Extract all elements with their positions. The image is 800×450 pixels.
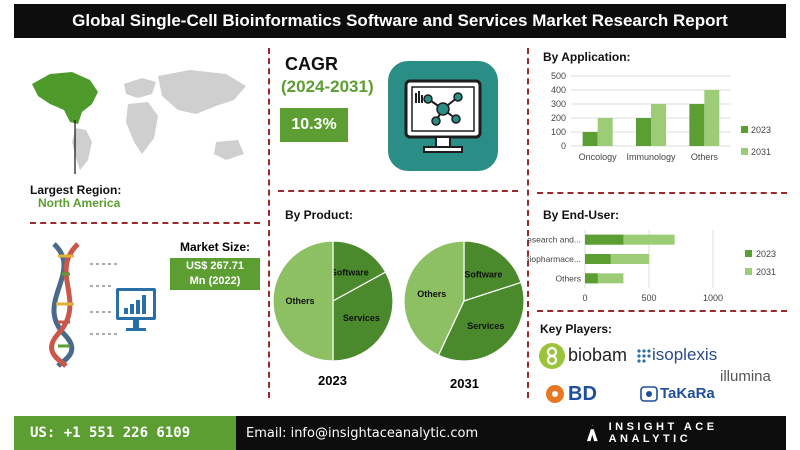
divider-enduser xyxy=(537,310,787,312)
world-map xyxy=(32,70,246,174)
pie-slice xyxy=(403,240,465,357)
app-ytick-label: 400 xyxy=(551,85,566,95)
biobam-logo-icon xyxy=(539,343,565,369)
enduser-bar xyxy=(585,234,624,245)
app-bar xyxy=(704,90,720,146)
enduser-legend-label: 2023 xyxy=(756,249,776,259)
enduser-bar xyxy=(585,273,598,284)
enduser-category-label: Biopharmace... xyxy=(527,254,581,264)
report-title: Global Single-Cell Bioinformatics Softwa… xyxy=(14,4,786,38)
player-takara: TaKaRa xyxy=(660,385,715,402)
player-biobam: biobam xyxy=(568,345,628,365)
divider-app xyxy=(537,192,787,194)
enduser-legend-swatch xyxy=(745,268,752,275)
app-bar xyxy=(636,118,651,146)
enduser-bar xyxy=(585,254,611,264)
app-ytick-label: 500 xyxy=(551,71,566,81)
app-category-label: Immunology xyxy=(626,152,676,162)
app-bar xyxy=(582,132,598,146)
player-illumina: illumina xyxy=(720,368,771,385)
dna-illustration xyxy=(49,242,156,368)
app-bar xyxy=(689,104,705,146)
footer-brand: INSIGHT ACE ANALYTIC xyxy=(586,416,786,450)
footer-bar: Email: info@insightaceanalytic.com INSIG… xyxy=(236,416,786,450)
divider-left xyxy=(268,48,270,398)
player-bd: BD xyxy=(568,383,597,405)
key-players-title: Key Players: xyxy=(540,322,613,336)
bd-logo-icon xyxy=(546,385,564,403)
cagr-years: (2024-2031) xyxy=(281,77,374,96)
product-chart-title: By Product: xyxy=(285,208,354,222)
enduser-xtick-label: 0 xyxy=(582,293,587,303)
pie-chart-2023: Software Services Others xyxy=(272,240,394,362)
pie-slice-label: Software xyxy=(464,269,502,279)
enduser-chart-title: By End-User: xyxy=(543,208,620,222)
market-size-value: US$ 267.71 xyxy=(185,260,245,272)
app-ytick-label: 200 xyxy=(551,113,566,123)
region-value: North America xyxy=(38,196,121,210)
application-chart-title: By Application: xyxy=(543,50,631,64)
pie-slice xyxy=(332,271,394,362)
enduser-bar-chart: 0 500 1000 Research and... Biopharmace... Oth… xyxy=(527,230,776,303)
app-ytick-label: 100 xyxy=(551,127,566,137)
enduser-legend-swatch xyxy=(745,250,752,257)
app-bar xyxy=(597,118,613,146)
region-label: Largest Region: xyxy=(30,183,122,197)
pie-slice xyxy=(437,281,525,362)
divider-region xyxy=(30,222,260,224)
app-ytick-label: 300 xyxy=(551,99,566,109)
enduser-xtick-label: 500 xyxy=(641,293,656,303)
footer-email[interactable]: Email: info@insightaceanalytic.com xyxy=(246,425,479,441)
app-bar xyxy=(651,104,666,146)
pie-2023-year: 2023 xyxy=(318,373,347,388)
pie-slice-label: Services xyxy=(467,321,504,331)
enduser-category-label: Research and... xyxy=(527,235,581,245)
enduser-bar xyxy=(585,254,649,264)
isoplexis-dots-icon xyxy=(637,349,651,363)
enduser-bar xyxy=(585,273,624,284)
monitor-network-icon xyxy=(404,79,482,153)
app-category-label: Oncology xyxy=(579,152,618,162)
app-legend-swatch xyxy=(741,148,748,155)
brand-logo-icon xyxy=(586,424,598,442)
enduser-category-label: Others xyxy=(555,273,581,283)
app-legend-label: 2031 xyxy=(751,147,771,157)
enduser-bar xyxy=(585,234,675,245)
pie-slice xyxy=(332,240,387,303)
app-category-label: Others xyxy=(691,152,719,162)
app-ytick-label: 0 xyxy=(561,141,566,151)
cagr-value: 10.3% xyxy=(280,108,348,142)
pie-slice-label: Others xyxy=(285,296,314,306)
cagr-title: CAGR xyxy=(285,54,338,74)
enduser-xtick-label: 1000 xyxy=(703,293,723,303)
footer-phone: US: +1 551 226 6109 xyxy=(14,416,236,450)
player-isoplexis: isoplexis xyxy=(652,345,718,364)
app-legend-swatch xyxy=(741,126,748,133)
pie-slice-label: Others xyxy=(417,289,446,299)
pie-slice xyxy=(272,240,334,362)
pie-slice xyxy=(463,240,522,302)
app-legend-label: 2023 xyxy=(751,125,771,135)
divider-right xyxy=(527,48,529,398)
pie-chart-2031: Software Services Others xyxy=(403,240,525,362)
pie-2031-year: 2031 xyxy=(450,376,479,391)
application-bar-chart: 0 100 200 300 400 500 Oncology Immunology Others… xyxy=(551,71,771,162)
analytics-monitor-icon xyxy=(388,61,498,171)
market-size-year: Mn (2022) xyxy=(189,275,241,287)
market-size-box: US$ 267.71 Mn (2022) xyxy=(170,258,260,290)
enduser-legend-label: 2031 xyxy=(756,267,776,277)
market-size-label: Market Size: xyxy=(179,240,251,254)
takara-logo-icon xyxy=(640,386,658,402)
footer-brand-text: INSIGHT ACE ANALYTIC xyxy=(608,421,718,445)
pie-slice-label: Services xyxy=(343,313,380,323)
divider-center xyxy=(278,190,518,192)
pie-slice-label: Software xyxy=(331,268,369,278)
